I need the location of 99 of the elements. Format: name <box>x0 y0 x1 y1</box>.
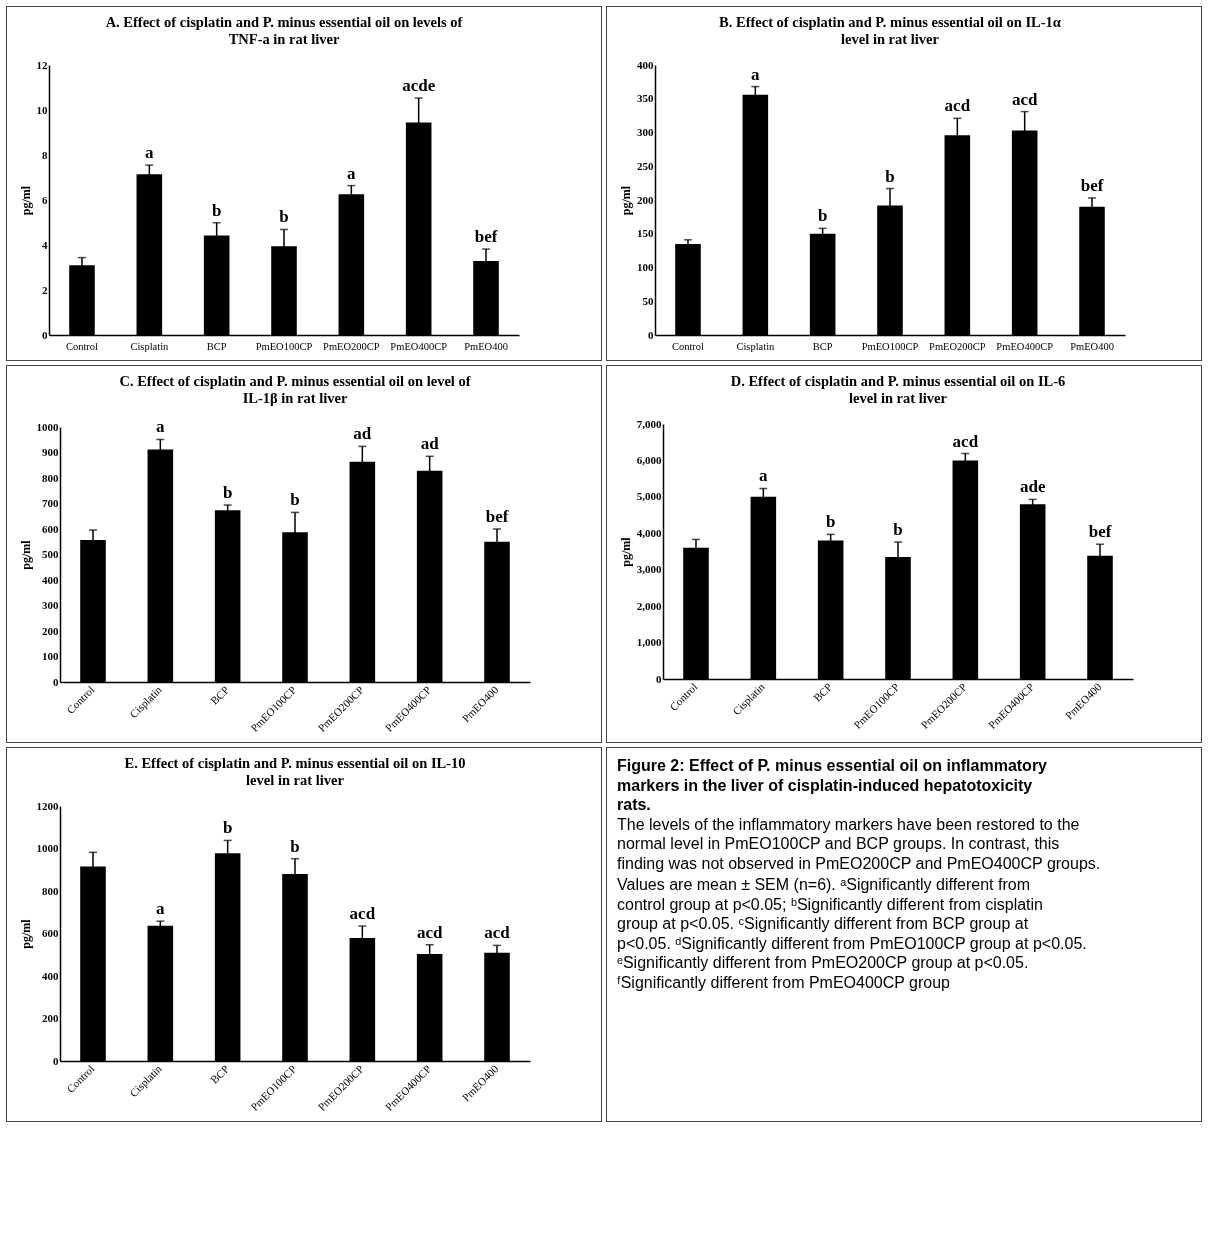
x-tick-label: PmEO400CP <box>996 340 1054 352</box>
x-tick-label: BCP <box>812 340 833 352</box>
x-tick-label: PmEO100CP <box>861 340 919 352</box>
data-label: b <box>825 512 836 532</box>
y-tick-label: 500 <box>42 548 59 560</box>
y-tick-label: 4 <box>42 238 48 251</box>
y-tick-label: 200 <box>637 193 654 206</box>
y-tick-label: 0 <box>656 672 662 685</box>
y-tick-label: 8 <box>42 148 48 161</box>
text: Figure 2: Effect of P. minus essential oil on inflammatory markers in the liver of cisplatin-induced hepatotoxicity rats. <box>617 757 1048 813</box>
data-label: bef <box>1080 175 1104 195</box>
y-tick-label: 300 <box>637 126 654 138</box>
data-label: b <box>893 520 903 540</box>
y-tick-label: 350 <box>637 92 654 105</box>
y-tick-label: 7,000 <box>636 417 662 430</box>
chart-title: E. Effect of cisplatin and P. minus essential oil on IL-10 level in rat liver <box>124 755 466 788</box>
data-label: acd <box>944 96 971 116</box>
y-tick-label: 2,000 <box>636 599 662 612</box>
chart-title: A. Effect of cisplatin and P. minus essential oil on levels of TNF-a in rat liver <box>105 14 463 47</box>
y-tick-label: 800 <box>42 471 59 484</box>
y-tick-label: 5,000 <box>636 490 662 503</box>
chart-title: C. Effect of cisplatin and P. minus essential oil on level of IL-1β in rat liver <box>119 373 471 406</box>
y-tick-label: 800 <box>42 884 59 897</box>
y-tick-label: 50 <box>642 294 654 307</box>
data-label: b <box>279 207 289 227</box>
y-tick-label: 6,000 <box>636 453 662 466</box>
data-label: bef <box>1088 522 1112 542</box>
data-label: ad <box>353 424 372 444</box>
data-label: b <box>290 836 300 856</box>
y-tick-label: 900 <box>42 446 59 458</box>
x-tick-label: PmEO400 <box>464 340 508 352</box>
y-tick-label: 400 <box>637 58 654 71</box>
x-tick-label: PmEO200CP <box>929 340 986 352</box>
data-label: a <box>759 466 769 486</box>
y-tick-label: 400 <box>42 969 59 982</box>
data-label: acd <box>1011 89 1038 109</box>
y-axis-title: pg/ml <box>618 536 633 567</box>
y-tick-label: 100 <box>42 650 59 662</box>
y-tick-label: 0 <box>42 328 48 341</box>
data-label: bef <box>474 227 498 247</box>
y-tick-label: 4,000 <box>636 526 662 539</box>
data-label: b <box>222 818 233 838</box>
text: The levels of the inflammatory markers have been restored to the normal level in PmEO100CP and BCP groups. In contrast, this finding was not observed in PmEO200CP and PmEO400CP groups. <box>617 815 1101 872</box>
data-label: acd <box>952 431 979 451</box>
data-label: ade <box>1019 477 1046 497</box>
y-tick-label: 700 <box>42 497 59 509</box>
y-tick-label: 3,000 <box>636 563 662 576</box>
data-label: a <box>347 163 357 183</box>
data-label: bef <box>485 507 509 526</box>
y-tick-label: 12 <box>36 58 48 71</box>
y-tick-label: 100 <box>637 261 654 273</box>
y-tick-label: 150 <box>637 227 654 240</box>
data-label: acd <box>484 923 511 943</box>
chart-title: B. Effect of cisplatin and P. minus essential oil on IL-1α level in rat liver <box>719 14 1061 47</box>
y-tick-label: 1000 <box>36 842 59 854</box>
x-tick-label: PmEO100CP <box>255 340 313 352</box>
x-tick-label: Control <box>65 340 99 352</box>
y-tick-label: 1200 <box>36 799 59 812</box>
data-label: b <box>817 206 828 226</box>
y-axis-title: pg/ml <box>18 539 33 570</box>
data-label: b <box>885 166 895 186</box>
x-tick-label: BCP <box>206 340 227 352</box>
y-tick-label: 0 <box>648 328 654 341</box>
text: Values are mean ± SEM (n=6). ᵃSignificantly different from control group at p<0.05; ᵇSignificantly different from cisplatin group at p<0.05. ᶜSignificantly different from BCP group at p<0.05. ᵈSignificantly different from PmEO100CP group at p<0.05. ᵉSignificantly different from PmEO200CP group at p<0.05. ᶠSignificantly different from PmEO400CP group <box>617 876 1087 991</box>
y-tick-label: 2 <box>42 283 48 296</box>
y-tick-label: 10 <box>36 103 48 116</box>
y-tick-label: 200 <box>42 1012 59 1024</box>
x-tick-label: Cisplatin <box>736 340 776 352</box>
y-tick-label: 300 <box>42 599 59 611</box>
x-tick-label: Cisplatin <box>130 340 170 352</box>
data-label: ad <box>420 434 440 454</box>
x-tick-label: PmEO200CP <box>323 340 380 352</box>
y-tick-label: 0 <box>53 675 59 688</box>
data-label: b <box>290 490 300 510</box>
y-tick-label: 0 <box>53 1054 59 1067</box>
y-tick-label: 200 <box>42 624 59 637</box>
data-label: acd <box>416 922 443 942</box>
y-tick-label: 600 <box>42 927 59 939</box>
y-tick-label: 400 <box>42 573 59 586</box>
data-label: a <box>156 417 166 437</box>
y-axis-title: pg/ml <box>619 185 633 216</box>
data-label: a <box>751 64 761 84</box>
data-label: b <box>211 200 222 220</box>
y-axis-title: pg/ml <box>18 918 33 949</box>
y-tick-label: 600 <box>42 522 59 535</box>
y-tick-label: 1000 <box>36 420 59 433</box>
data-label: a <box>145 143 155 163</box>
x-tick-label: PmEO400 <box>1070 340 1114 352</box>
data-label: acd <box>349 904 376 924</box>
y-tick-label: 250 <box>637 159 654 172</box>
x-tick-label: PmEO400CP <box>390 340 448 352</box>
data-label: a <box>156 899 166 919</box>
data-label: acde <box>402 76 436 96</box>
chart-title: D. Effect of cisplatin and P. minus essential oil on IL-6 level in rat liver <box>730 373 1066 406</box>
data-label: b <box>222 483 233 503</box>
y-tick-label: 1,000 <box>636 636 662 649</box>
x-tick-label: Control <box>671 340 705 352</box>
y-axis-title: pg/ml <box>18 185 33 216</box>
y-tick-label: 6 <box>42 193 48 206</box>
